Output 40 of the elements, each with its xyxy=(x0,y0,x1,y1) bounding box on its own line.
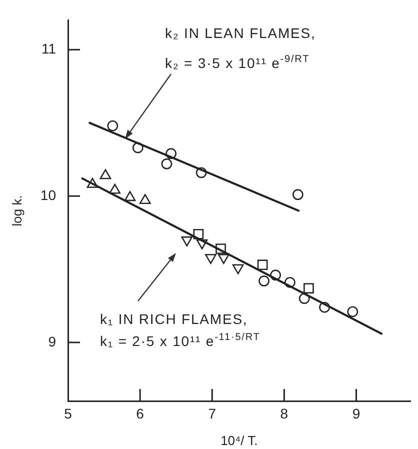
annotation: k₁ = 2·5 x 10¹¹ e$^{-11·5/RT}$ xyxy=(100,332,260,350)
point xyxy=(109,184,121,194)
point xyxy=(161,158,172,170)
point xyxy=(181,236,193,246)
point xyxy=(196,167,207,178)
annotation: k₂ IN LEAN FLAMES, xyxy=(165,25,316,42)
annotation: k₁ IN RICH FLAMES, xyxy=(100,311,248,328)
y-tick-label: 10 xyxy=(40,186,56,203)
point xyxy=(132,142,144,154)
y-tick-label: 11 xyxy=(41,40,56,57)
point xyxy=(284,276,296,288)
point xyxy=(139,194,151,204)
point xyxy=(86,178,98,188)
x-axis-title: 10⁴/ T. xyxy=(220,432,258,448)
point xyxy=(107,120,118,132)
point xyxy=(257,260,268,270)
point xyxy=(216,244,226,254)
point xyxy=(258,276,270,286)
x-tick-label: 6 xyxy=(136,405,144,422)
point xyxy=(205,254,216,264)
point xyxy=(100,169,112,180)
point xyxy=(232,264,244,274)
y-tick-label: 9 xyxy=(48,333,56,350)
point xyxy=(298,293,310,304)
x-tick-label: 7 xyxy=(208,405,216,422)
x-tick-label: 5 xyxy=(64,405,72,422)
y-axis-title: log k. xyxy=(9,195,24,226)
annotation: k₂ = 3·5 x 10¹¹ e$^{-9/RT}$ xyxy=(165,54,310,72)
point xyxy=(304,283,314,294)
point xyxy=(124,191,136,202)
point xyxy=(218,254,230,264)
x-tick-label: 9 xyxy=(352,405,360,422)
point xyxy=(166,148,176,160)
point xyxy=(196,239,208,250)
point xyxy=(319,302,330,313)
point xyxy=(270,270,281,281)
point xyxy=(347,306,358,318)
point xyxy=(193,228,204,240)
x-tick-label: 8 xyxy=(280,405,288,422)
point xyxy=(292,189,304,200)
